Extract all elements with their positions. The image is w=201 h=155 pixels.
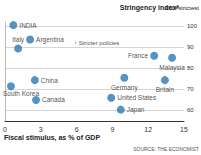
svg-text:SOURCE: THE ECONOMIST: SOURCE: THE ECONOMIST xyxy=(133,146,199,152)
svg-text:South Korea: South Korea xyxy=(3,90,40,97)
svg-text:80: 80 xyxy=(187,65,194,71)
svg-text:France: France xyxy=(128,52,149,59)
svg-text:60: 60 xyxy=(187,107,194,113)
svg-text:Stringency index*: Stringency index* xyxy=(119,4,179,11)
svg-text:China: China xyxy=(41,77,58,84)
svg-text:Germany: Germany xyxy=(111,84,138,92)
svg-text:United States: United States xyxy=(117,94,157,101)
svg-text:INDIA: INDIA xyxy=(19,22,37,29)
svg-text:90: 90 xyxy=(187,44,194,50)
svg-text:Britain: Britain xyxy=(156,86,175,93)
svg-text:0: 0 xyxy=(3,126,7,133)
svg-text:Argentina: Argentina xyxy=(36,36,64,44)
svg-text:Malaysia: Malaysia xyxy=(159,64,185,72)
svg-text:70: 70 xyxy=(187,86,194,92)
svg-text:9: 9 xyxy=(110,126,114,133)
svg-text:Japan: Japan xyxy=(127,106,145,114)
svg-text:100: 100 xyxy=(187,23,198,29)
svg-text:↑ Stricter policies: ↑ Stricter policies xyxy=(74,40,119,46)
svg-text:15: 15 xyxy=(180,126,188,133)
svg-text:6: 6 xyxy=(75,126,79,133)
svg-text:Fiscal stimulus, as % of GDP: Fiscal stimulus, as % of GDP xyxy=(4,134,100,142)
svg-text:100=strictest: 100=strictest xyxy=(165,5,200,11)
svg-text:12: 12 xyxy=(144,126,152,133)
svg-text:Canada: Canada xyxy=(42,96,65,103)
svg-text:Italy: Italy xyxy=(12,36,25,44)
svg-text:3: 3 xyxy=(39,126,43,133)
